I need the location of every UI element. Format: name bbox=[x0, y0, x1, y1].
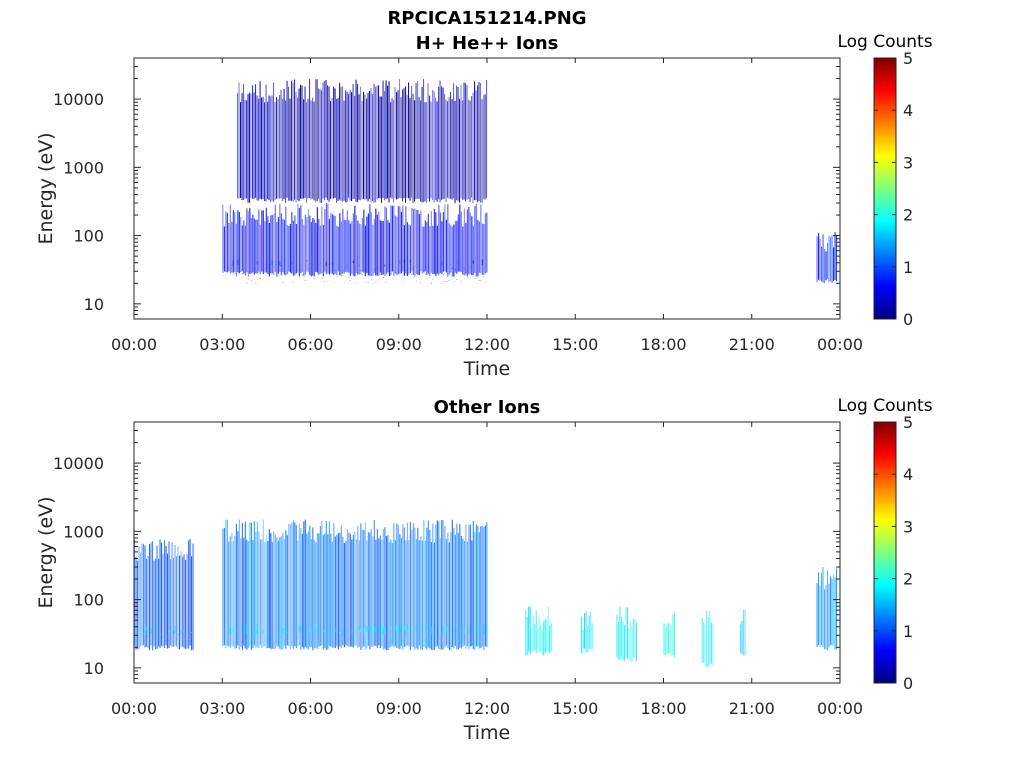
colorbar-tick-label: 2 bbox=[903, 206, 913, 225]
colorbar-label: Log Counts bbox=[837, 32, 932, 52]
data-block bbox=[222, 259, 488, 284]
data-block bbox=[134, 539, 194, 651]
colorbar-tick-label: 4 bbox=[903, 101, 913, 120]
y-tick-label: 10000 bbox=[53, 454, 104, 473]
colorbar-tick-label: 0 bbox=[903, 310, 913, 329]
data-block bbox=[581, 610, 593, 654]
figure-title: RPCICA151214.PNG bbox=[387, 8, 586, 29]
panel-title: Other Ions bbox=[434, 397, 541, 418]
panel-title: H+ He++ Ions bbox=[416, 33, 559, 54]
y-tick-label: 100 bbox=[73, 227, 104, 246]
colorbar-gradient bbox=[874, 58, 896, 319]
x-tick-label: 00:00 bbox=[111, 335, 157, 354]
spectrogram-data bbox=[134, 519, 838, 668]
x-tick-label: 00:00 bbox=[817, 335, 863, 354]
colorbar-frame bbox=[873, 421, 897, 684]
x-tick-label: 06:00 bbox=[287, 699, 333, 718]
colorbar-tick-label: 3 bbox=[903, 517, 913, 536]
y-tick-label: 1000 bbox=[63, 158, 104, 177]
data-block bbox=[525, 606, 552, 656]
x-tick-label: 00:00 bbox=[817, 699, 863, 718]
x-tick-label: 15:00 bbox=[552, 335, 598, 354]
colorbar-tick-label: 1 bbox=[903, 258, 913, 277]
colorbar-tick-label: 3 bbox=[903, 153, 913, 172]
data-block bbox=[740, 609, 746, 656]
data-block bbox=[222, 519, 488, 651]
x-tick-label: 03:00 bbox=[199, 335, 245, 354]
y-tick-label: 10 bbox=[84, 295, 104, 314]
colorbar-tick-label: 2 bbox=[903, 570, 913, 589]
x-axis-label: Time bbox=[463, 722, 511, 744]
y-tick-label: 1000 bbox=[63, 522, 104, 541]
y-axis-label: Energy (eV) bbox=[35, 132, 57, 244]
x-tick-label: 09:00 bbox=[376, 699, 422, 718]
data-block bbox=[222, 623, 488, 648]
colorbar-gradient bbox=[874, 422, 896, 683]
x-tick-label: 00:00 bbox=[111, 699, 157, 718]
data-block bbox=[134, 623, 194, 647]
x-tick-label: 09:00 bbox=[376, 335, 422, 354]
data-block bbox=[663, 611, 676, 658]
y-tick-label: 10 bbox=[84, 659, 104, 678]
colorbar-tick-label: 5 bbox=[903, 49, 913, 68]
y-tick-label: 10000 bbox=[53, 90, 104, 109]
x-tick-label: 06:00 bbox=[287, 335, 333, 354]
spectrogram-data bbox=[222, 79, 838, 284]
x-tick-label: 12:00 bbox=[464, 335, 510, 354]
colorbar-tick-label: 0 bbox=[903, 674, 913, 693]
x-tick-label: 18:00 bbox=[640, 699, 686, 718]
data-block bbox=[816, 567, 838, 651]
data-block bbox=[816, 232, 838, 284]
y-tick-label: 100 bbox=[73, 591, 104, 610]
data-block bbox=[222, 203, 488, 277]
x-tick-label: 18:00 bbox=[640, 335, 686, 354]
spectrogram-panel-1: H+ He++ Ions 00:00 03:00 06:00 09:00 12:00 15:… bbox=[35, 32, 933, 380]
data-block bbox=[616, 606, 637, 663]
spectrogram-panel-2: Other Ions 00:00 03:00 06:00 09:00 12:00 15:00… bbox=[35, 396, 933, 744]
x-tick-label: 21:00 bbox=[729, 335, 775, 354]
colorbar-tick-label: 1 bbox=[903, 622, 913, 641]
colorbar-tick-label: 5 bbox=[903, 413, 913, 432]
x-tick-label: 03:00 bbox=[199, 699, 245, 718]
y-axis-label: Energy (eV) bbox=[35, 496, 57, 608]
data-block bbox=[701, 610, 714, 668]
x-tick-label: 21:00 bbox=[729, 699, 775, 718]
x-tick-label: 12:00 bbox=[464, 699, 510, 718]
colorbar-label: Log Counts bbox=[837, 396, 932, 416]
x-tick-label: 15:00 bbox=[552, 699, 598, 718]
x-axis-label: Time bbox=[463, 358, 511, 380]
colorbar-frame bbox=[873, 57, 897, 320]
data-block bbox=[237, 79, 488, 203]
colorbar-tick-label: 4 bbox=[903, 465, 913, 484]
